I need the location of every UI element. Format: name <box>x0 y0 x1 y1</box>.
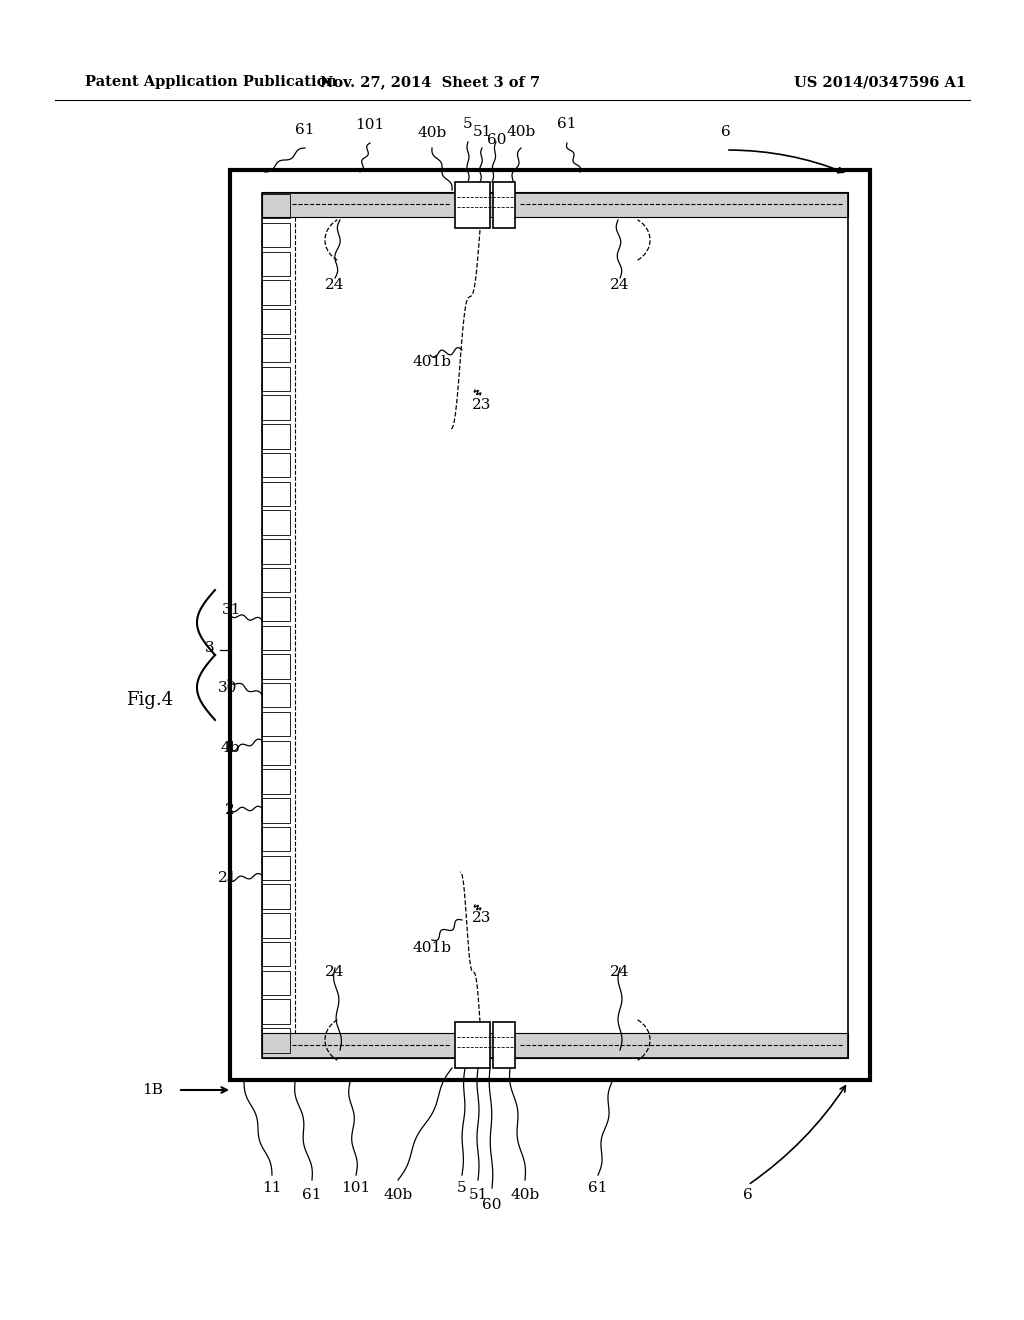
Text: 60: 60 <box>487 133 507 147</box>
Bar <box>262 655 290 678</box>
Text: 40b: 40b <box>510 1188 540 1203</box>
Text: 21: 21 <box>218 871 238 884</box>
Bar <box>262 884 290 909</box>
Text: 61: 61 <box>295 123 314 137</box>
Bar <box>262 424 290 449</box>
Bar <box>262 855 290 880</box>
Text: 23: 23 <box>472 399 492 412</box>
Bar <box>262 539 290 564</box>
Text: 4b: 4b <box>220 741 240 755</box>
Bar <box>262 194 290 218</box>
Bar <box>262 1034 848 1059</box>
Text: 24: 24 <box>610 279 630 292</box>
Bar <box>262 913 290 937</box>
Bar <box>262 711 290 737</box>
Text: Nov. 27, 2014  Sheet 3 of 7: Nov. 27, 2014 Sheet 3 of 7 <box>319 75 540 88</box>
Text: 11: 11 <box>262 1181 282 1195</box>
Bar <box>262 338 290 362</box>
Bar <box>262 942 290 966</box>
Bar <box>262 682 290 708</box>
Bar <box>262 223 290 247</box>
Bar <box>262 1028 290 1052</box>
Bar <box>262 280 290 305</box>
Text: 60: 60 <box>482 1199 502 1212</box>
Bar <box>262 597 290 622</box>
Text: 401b: 401b <box>413 941 452 954</box>
Bar <box>493 182 515 228</box>
Text: 24: 24 <box>326 965 345 979</box>
Text: 61: 61 <box>557 117 577 131</box>
Bar <box>262 191 848 216</box>
Bar <box>262 453 290 478</box>
Text: 51: 51 <box>472 125 492 139</box>
Text: 1B: 1B <box>142 1082 163 1097</box>
Text: 101: 101 <box>355 117 385 132</box>
Bar <box>262 396 290 420</box>
Bar <box>262 999 290 1024</box>
Bar <box>455 1022 490 1068</box>
Text: 3: 3 <box>205 642 215 655</box>
Text: 40b: 40b <box>383 1188 413 1203</box>
Text: 6: 6 <box>721 125 731 139</box>
Text: 23: 23 <box>472 911 492 925</box>
Text: Patent Application Publication: Patent Application Publication <box>85 75 337 88</box>
Bar <box>262 826 290 851</box>
Text: Fig.4: Fig.4 <box>126 690 173 709</box>
Bar <box>262 626 290 649</box>
Text: 401b: 401b <box>413 355 452 370</box>
Text: 6: 6 <box>743 1188 753 1203</box>
Text: 40b: 40b <box>507 125 536 139</box>
Bar <box>262 309 290 334</box>
Text: 24: 24 <box>326 279 345 292</box>
Text: 30: 30 <box>218 681 238 696</box>
Bar <box>230 170 870 1080</box>
Bar <box>262 482 290 506</box>
Bar <box>493 1022 515 1068</box>
Bar <box>262 193 848 1059</box>
Text: 24: 24 <box>610 965 630 979</box>
Bar <box>262 511 290 535</box>
Bar <box>262 770 290 793</box>
Bar <box>262 367 290 391</box>
Bar <box>262 970 290 995</box>
Text: 51: 51 <box>468 1188 487 1203</box>
Text: US 2014/0347596 A1: US 2014/0347596 A1 <box>794 75 966 88</box>
Text: 61: 61 <box>588 1181 608 1195</box>
Text: 31: 31 <box>222 603 242 616</box>
Bar <box>262 252 290 276</box>
Text: 5: 5 <box>457 1181 467 1195</box>
Bar <box>455 182 490 228</box>
Text: 40b: 40b <box>418 125 446 140</box>
Bar <box>262 568 290 593</box>
Bar <box>262 799 290 822</box>
Text: 5: 5 <box>463 117 473 131</box>
Text: 2: 2 <box>225 803 234 817</box>
Text: 101: 101 <box>341 1181 371 1195</box>
Text: 61: 61 <box>302 1188 322 1203</box>
Bar <box>262 741 290 766</box>
